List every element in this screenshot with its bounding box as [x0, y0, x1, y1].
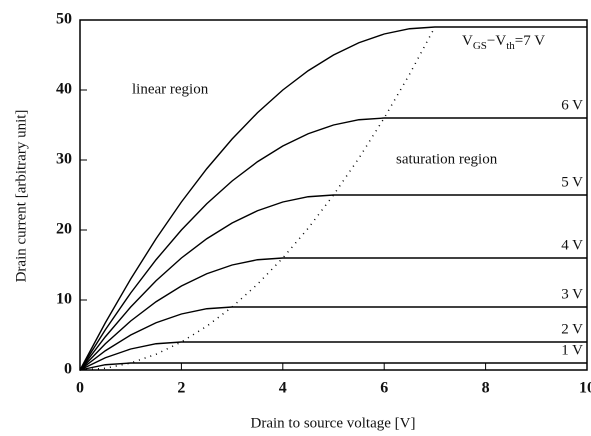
x-tick-label: 10 — [579, 380, 591, 397]
x-tick-label: 8 — [482, 380, 490, 397]
annotation: saturation region — [396, 151, 498, 167]
y-axis-label: Drain current [arbitrary unit] — [13, 110, 29, 283]
curve-label: 2 V — [561, 321, 583, 337]
y-tick-label: 50 — [56, 11, 72, 28]
annotation: linear region — [132, 81, 209, 97]
x-axis-label: Drain to source voltage [V] — [251, 415, 416, 431]
x-tick-label: 2 — [177, 380, 185, 397]
x-tick-label: 6 — [380, 380, 388, 397]
curve-label: 6 V — [561, 97, 583, 113]
y-tick-label: 40 — [56, 81, 72, 98]
label-part: =7 V — [515, 33, 545, 49]
label-part: GS — [473, 40, 487, 52]
curve-label: 1 V — [561, 342, 583, 358]
chart: Drain to source voltage [V] Drain curren… — [0, 0, 591, 436]
curve-label: 5 V — [561, 174, 583, 190]
label-part: −V — [487, 33, 506, 49]
y-tick-label: 30 — [56, 151, 72, 168]
y-tick-label: 10 — [56, 291, 72, 308]
x-tick-label: 0 — [76, 380, 84, 397]
curve-label: 3 V — [561, 286, 583, 302]
x-tick-label: 4 — [279, 380, 287, 397]
y-tick-label: 0 — [64, 361, 72, 378]
label-part: V — [462, 33, 473, 49]
curve-label: 4 V — [561, 237, 583, 253]
y-tick-label: 20 — [56, 221, 72, 238]
